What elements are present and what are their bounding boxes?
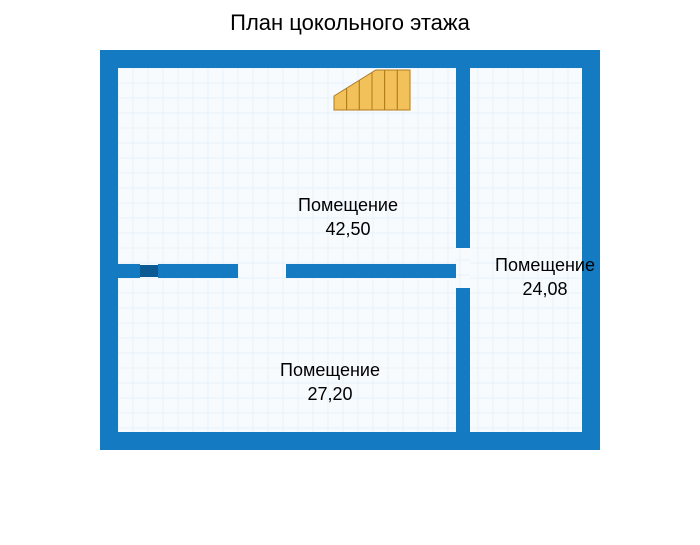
room-label-2: Помещение 24,08 — [465, 253, 625, 302]
room-label-1: Помещение 42,50 — [268, 193, 428, 242]
plan-title: План цокольного этажа — [0, 10, 700, 36]
floor-plan: Помещение 42,50 Помещение 24,08 Помещени… — [100, 50, 600, 455]
room-label-3: Помещение 27,20 — [250, 358, 410, 407]
room-area-1: 42,50 — [325, 219, 370, 239]
room-name-3: Помещение — [280, 360, 380, 380]
room-area-3: 27,20 — [307, 384, 352, 404]
room-name-1: Помещение — [298, 195, 398, 215]
room-name-2: Помещение — [495, 255, 595, 275]
room-area-2: 24,08 — [522, 279, 567, 299]
